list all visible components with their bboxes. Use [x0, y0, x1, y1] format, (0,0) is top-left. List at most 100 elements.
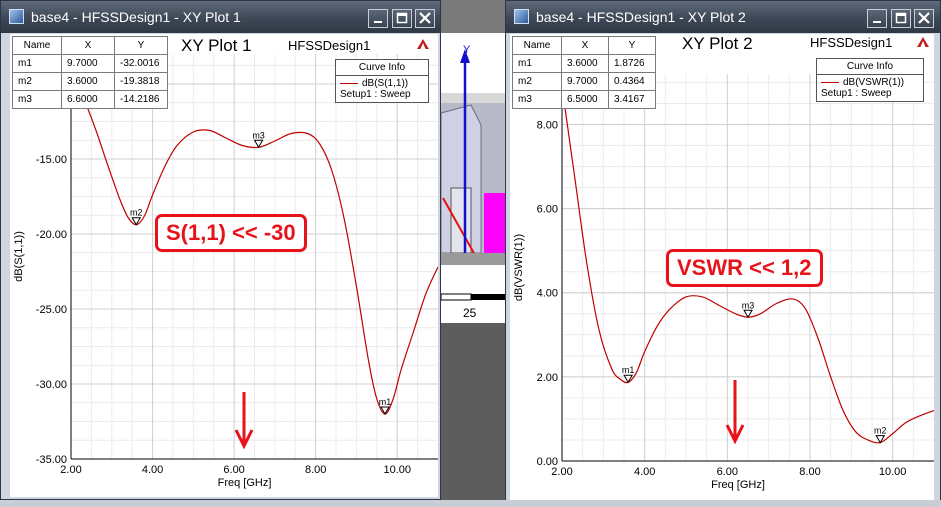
- marker-point: [623, 374, 633, 384]
- title-bar[interactable]: base4 - HFSSDesign1 - XY Plot 2: [506, 1, 940, 33]
- marker-y: 3.4167: [608, 90, 656, 109]
- table-row: m2 3.6000 -19.3818: [12, 72, 168, 91]
- window-title: base4 - HFSSDesign1 - XY Plot 1: [31, 9, 241, 25]
- marker-label: m2: [874, 426, 887, 436]
- x-tick-label: 6.00: [717, 466, 738, 478]
- y-tick-label: -15.00: [36, 154, 67, 166]
- x-axis-label: Freq [GHz]: [711, 479, 765, 491]
- table-row: m2 9.7000 0.4364: [512, 72, 656, 91]
- x-axis-label: Freq [GHz]: [218, 477, 272, 489]
- table-row: m3 6.5000 3.4167: [512, 90, 656, 109]
- curve-info-legend[interactable]: Curve Info dB(VSWR(1)) Setup1 : Sweep: [816, 58, 924, 102]
- plot-area[interactable]: 2.00 4.00 6.00 8.00 10.00 -35.00 -30.00 -25.00 -…: [10, 34, 438, 497]
- legend-setup: Setup1 : Sweep: [340, 89, 411, 100]
- marker-col-name: Name: [12, 36, 62, 55]
- maximize-button[interactable]: [392, 9, 412, 28]
- curve-info-header: Curve Info: [336, 60, 428, 76]
- legend-entry: dB(VSWR(1)): [817, 75, 923, 88]
- close-icon: [918, 12, 930, 24]
- x-tick-label: 4.00: [142, 464, 163, 476]
- xy-plot-1-window: base4 - HFSSDesign1 - XY Plot 1 2.00 4.00…: [0, 0, 441, 500]
- x-tick-label: 4.00: [634, 466, 655, 478]
- marker-x: 3.6000: [561, 54, 609, 73]
- maximize-icon: [895, 12, 907, 24]
- annotation-arrowhead: [234, 429, 254, 450]
- y-tick-label: 2.00: [537, 372, 558, 384]
- plot-area[interactable]: 2.00 4.00 6.00 8.00 10.00 0.00 2.00 4.00 6.00 8.0…: [510, 34, 934, 500]
- series-line: [562, 86, 934, 444]
- status-strip: [0, 500, 941, 507]
- y-tick-label: 4.00: [537, 288, 558, 300]
- marker-label: m1: [379, 397, 392, 407]
- design-name: HFSSDesign1: [810, 35, 893, 50]
- marker-point: [131, 217, 142, 226]
- curve-info-legend[interactable]: Curve Info dB(S(1,1)) Setup1 : Sweep: [335, 59, 429, 103]
- close-button[interactable]: [415, 9, 435, 28]
- model-canvas[interactable]: Y 25: [440, 33, 505, 323]
- minimize-button[interactable]: [368, 9, 388, 28]
- legend-swatch: [340, 82, 358, 84]
- legend-entry: dB(S(1,1)): [336, 76, 428, 89]
- x-tick-label: 10.00: [879, 466, 907, 478]
- marker-label: m2: [130, 208, 143, 218]
- table-row: m1 3.6000 1.8726: [512, 54, 656, 73]
- marker-name: m2: [12, 72, 62, 91]
- callout-s11: S(1,1) << -30: [155, 214, 307, 252]
- y-tick-label: -30.00: [36, 379, 67, 391]
- x-tick-label: 8.00: [305, 464, 326, 476]
- design-name: HFSSDesign1: [288, 38, 371, 53]
- model-background: [441, 323, 505, 507]
- y-tick-label: -20.00: [36, 229, 67, 241]
- model-drawing: Y 25: [440, 44, 505, 320]
- magenta-patch: [484, 193, 505, 253]
- marker-x: 6.5000: [561, 90, 609, 109]
- marker-name: m3: [512, 90, 562, 109]
- marker-point: [253, 139, 264, 149]
- marker-label: m1: [622, 365, 635, 375]
- marker-name: m3: [12, 90, 62, 109]
- marker-col-name: Name: [512, 36, 562, 55]
- y-tick-label: -35.00: [36, 454, 67, 466]
- table-row: m3 6.6000 -14.2186: [12, 90, 168, 109]
- axis-y-label: Y: [463, 44, 471, 56]
- ansoft-logo-icon: [917, 37, 929, 47]
- minimize-icon: [374, 21, 382, 23]
- x-tick-label: 2.00: [551, 466, 572, 478]
- marker-y: -19.3818: [114, 72, 168, 91]
- marker-table-header: Name X Y: [12, 36, 168, 55]
- marker-y: 1.8726: [608, 54, 656, 73]
- minimize-button[interactable]: [867, 9, 887, 28]
- curve-info-header: Curve Info: [817, 59, 923, 75]
- annotation-arrowhead: [725, 424, 745, 445]
- y-axis-label: dB(VSWR(1)): [513, 234, 525, 301]
- table-row: m1 9.7000 -32.0016: [12, 54, 168, 73]
- model-view: Y 25: [440, 0, 505, 507]
- app-icon: [9, 9, 24, 24]
- marker-point: [743, 309, 753, 319]
- close-button[interactable]: [914, 9, 934, 28]
- marker-col-y: Y: [608, 36, 656, 55]
- marker-col-x: X: [61, 36, 115, 55]
- app-icon: [514, 9, 529, 24]
- marker-col-y: Y: [114, 36, 168, 55]
- title-bar[interactable]: base4 - HFSSDesign1 - XY Plot 1: [1, 1, 440, 33]
- marker-table-header: Name X Y: [512, 36, 656, 55]
- scale-label: 25: [463, 306, 477, 320]
- maximize-button[interactable]: [891, 9, 911, 28]
- y-axis-label: dB(S(1,1)): [13, 231, 25, 282]
- marker-name: m2: [512, 72, 562, 91]
- y-tick-label: 6.00: [537, 204, 558, 216]
- marker-y: -14.2186: [114, 90, 168, 109]
- y-tick-label: -25.00: [36, 304, 67, 316]
- marker-x: 9.7000: [61, 54, 115, 73]
- marker-x: 6.6000: [61, 90, 115, 109]
- legend-label: dB(VSWR(1)): [843, 77, 905, 88]
- callout-vswr: VSWR << 1,2: [666, 249, 823, 287]
- marker-point: [875, 435, 886, 444]
- plot-title: XY Plot 1: [181, 36, 252, 55]
- marker-y: 0.4364: [608, 72, 656, 91]
- maximize-icon: [396, 12, 408, 24]
- x-tick-label: 8.00: [799, 466, 820, 478]
- legend-label: dB(S(1,1)): [362, 78, 409, 89]
- marker-col-x: X: [561, 36, 609, 55]
